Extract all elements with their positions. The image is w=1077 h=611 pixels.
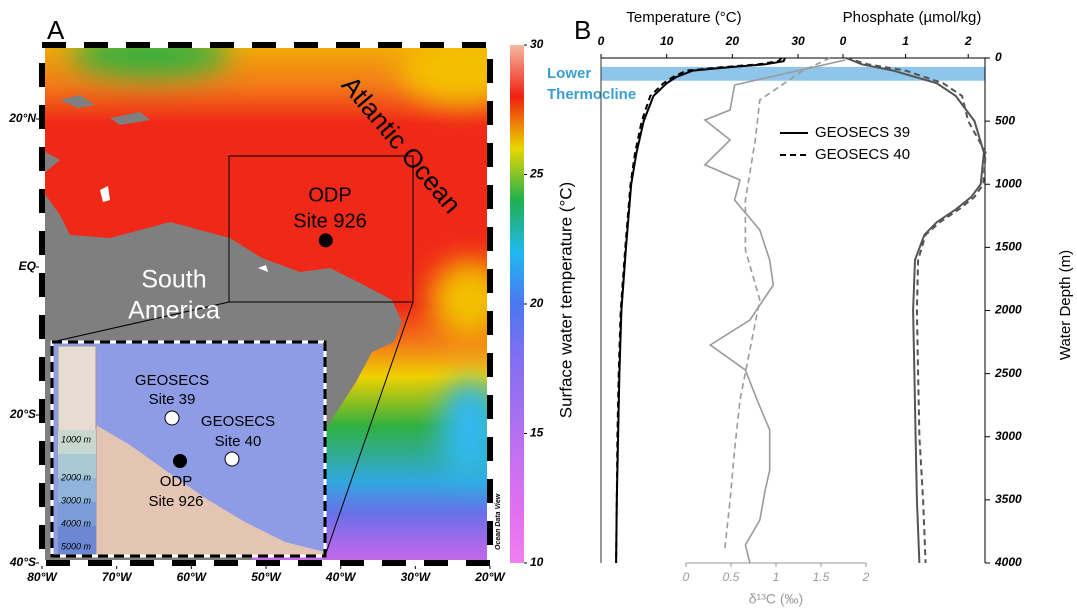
- depth-legend-label: 1000 m: [61, 434, 92, 444]
- x-tick-label: 1: [902, 34, 909, 48]
- panel-label: A: [47, 15, 65, 45]
- y-tick-label: 20°N: [8, 111, 36, 125]
- colorbar-tick-label: 25: [529, 167, 544, 181]
- x-tick-label: 50°W: [251, 570, 282, 584]
- axis-title: Phosphate (µmol/kg): [843, 9, 982, 26]
- temperature-profile: [615, 57, 786, 564]
- x-tick-label: 20: [725, 34, 740, 48]
- colorbar-tick-label: 20: [529, 296, 544, 310]
- axis-title: δ¹³C (‰): [749, 591, 803, 607]
- panel-label: B: [574, 15, 591, 45]
- x-tick-label: 1: [773, 570, 780, 584]
- colorbar: [510, 45, 524, 563]
- colorbar-tick-label: 30: [530, 37, 544, 51]
- zoom-line: [324, 301, 414, 557]
- x-tick-label: 0: [683, 570, 690, 584]
- phosphate-profile: [845, 57, 985, 564]
- x-tick-label: 0: [598, 34, 605, 48]
- depth-legend-label: 4000 m: [61, 518, 92, 528]
- d13c-profile: [703, 59, 846, 564]
- x-tick-label: 30°W: [401, 570, 432, 584]
- inset: [50, 340, 327, 558]
- x-tick-label: 80°W: [27, 570, 58, 584]
- axis-title: Water Depth (m): [1057, 250, 1074, 360]
- x-tick-label: 20°W: [474, 570, 506, 584]
- legend-label: GEOSECS 40: [815, 146, 910, 163]
- depth-legend-label: 2000 m: [60, 472, 92, 482]
- y-tick-label: 1500: [995, 240, 1022, 254]
- phosphate-profile: [845, 57, 987, 564]
- continent-label: South: [141, 266, 206, 294]
- colorbar-tick-label: 10: [530, 555, 544, 569]
- zoom-box: [228, 155, 414, 303]
- temperature-profile: [615, 57, 783, 564]
- y-tick-label: 20°S: [9, 407, 36, 421]
- x-tick-label: 2: [862, 570, 870, 584]
- colorbar-label: Surface water temperature (°C): [556, 182, 575, 418]
- y-tick-label: 3000: [995, 429, 1022, 443]
- band-label: Thermocline: [547, 86, 636, 103]
- site-label: Site 926: [293, 210, 366, 232]
- band-label: Lower: [547, 65, 591, 82]
- x-tick-label: 1.5: [813, 570, 830, 584]
- site-label: Site 926: [148, 493, 203, 510]
- credit: Ocean Data View: [495, 493, 502, 550]
- continent-label: America: [128, 297, 220, 325]
- station-label: Site 39: [149, 391, 196, 408]
- colorbar-tick-label: 15: [530, 426, 544, 440]
- map-frame: [39, 42, 493, 566]
- x-tick-label: 60°W: [177, 570, 208, 584]
- y-tick-label: 2000: [994, 303, 1022, 317]
- zoom-line: [51, 301, 230, 343]
- y-tick-label: 4000: [994, 555, 1022, 569]
- legend-label: GEOSECS 39: [815, 124, 910, 141]
- x-tick-label: 10: [660, 34, 674, 48]
- y-tick-label: EQ: [19, 259, 37, 273]
- x-tick-label: 2: [964, 34, 972, 48]
- x-tick-label: 0.5: [723, 570, 740, 584]
- depth-legend-label: 3000 m: [61, 495, 92, 505]
- station-label: Site 40: [215, 433, 262, 450]
- axis-title: Temperature (°C): [626, 9, 741, 26]
- site-label: ODP: [160, 473, 193, 490]
- y-tick-label: 40°S: [9, 555, 36, 569]
- x-tick-label: 30: [791, 34, 805, 48]
- y-tick-label: 3500: [995, 492, 1022, 506]
- y-tick-label: 0: [995, 50, 1002, 64]
- y-tick-label: 500: [995, 113, 1015, 127]
- d13c-profile: [723, 57, 831, 551]
- x-tick-label: 70°W: [102, 570, 133, 584]
- site-label: ODP: [308, 184, 351, 206]
- x-tick-label: 0: [840, 34, 847, 48]
- site-marker: [318, 233, 333, 248]
- station-label: GEOSECS: [201, 413, 275, 430]
- station-label: GEOSECS: [135, 372, 209, 389]
- x-tick-label: 40°W: [325, 570, 357, 584]
- y-tick-label: 1000: [995, 176, 1022, 190]
- depth-legend-label: 5000 m: [61, 541, 92, 551]
- y-tick-label: 2500: [994, 366, 1022, 380]
